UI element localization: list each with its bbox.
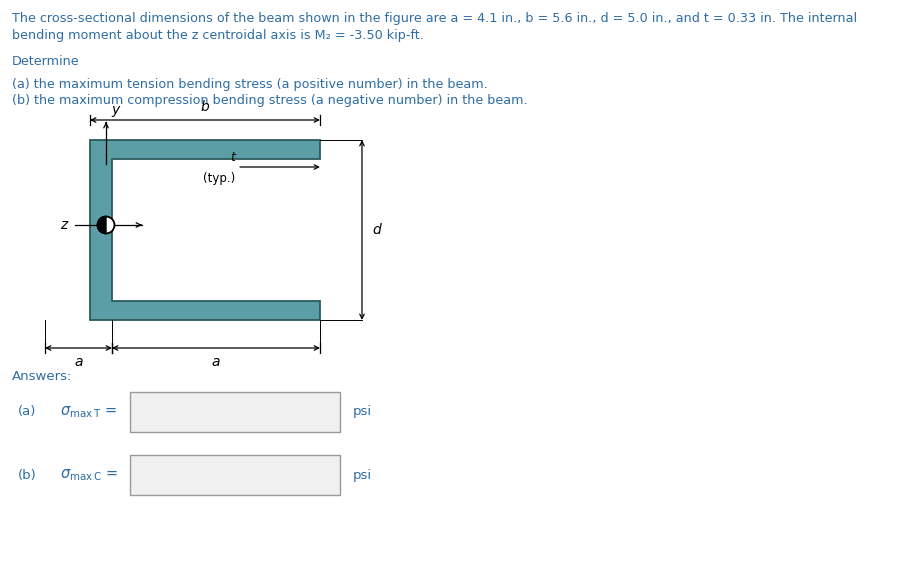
- Text: psi: psi: [353, 469, 372, 481]
- Text: psi: psi: [353, 405, 372, 419]
- Text: (b) the maximum compression bending stress (a negative number) in the beam.: (b) the maximum compression bending stre…: [12, 94, 527, 107]
- Text: a: a: [212, 355, 221, 369]
- Text: d: d: [372, 223, 380, 237]
- Polygon shape: [98, 216, 106, 234]
- Text: y: y: [111, 103, 119, 117]
- FancyBboxPatch shape: [130, 455, 340, 495]
- Text: Determine: Determine: [12, 55, 80, 68]
- FancyBboxPatch shape: [130, 392, 340, 432]
- Text: Answers:: Answers:: [12, 370, 73, 383]
- Text: b: b: [201, 100, 209, 114]
- Text: $\sigma_{\rm max\,T}$ =: $\sigma_{\rm max\,T}$ =: [60, 404, 118, 420]
- Text: z: z: [60, 218, 67, 232]
- Text: a: a: [74, 355, 83, 369]
- Polygon shape: [90, 140, 320, 320]
- Text: (typ.): (typ.): [203, 172, 235, 185]
- Circle shape: [98, 216, 115, 234]
- Text: bending moment about the z centroidal axis is M₂ = -3.50 kip-ft.: bending moment about the z centroidal ax…: [12, 29, 424, 42]
- Text: (a): (a): [18, 405, 37, 419]
- Text: $\sigma_{\rm max\,C}$ =: $\sigma_{\rm max\,C}$ =: [60, 467, 118, 483]
- Text: t: t: [231, 151, 235, 164]
- Text: (a) the maximum tension bending stress (a positive number) in the beam.: (a) the maximum tension bending stress (…: [12, 78, 488, 91]
- Text: The cross-sectional dimensions of the beam shown in the figure are a = 4.1 in., : The cross-sectional dimensions of the be…: [12, 12, 858, 25]
- Text: (b): (b): [18, 469, 37, 481]
